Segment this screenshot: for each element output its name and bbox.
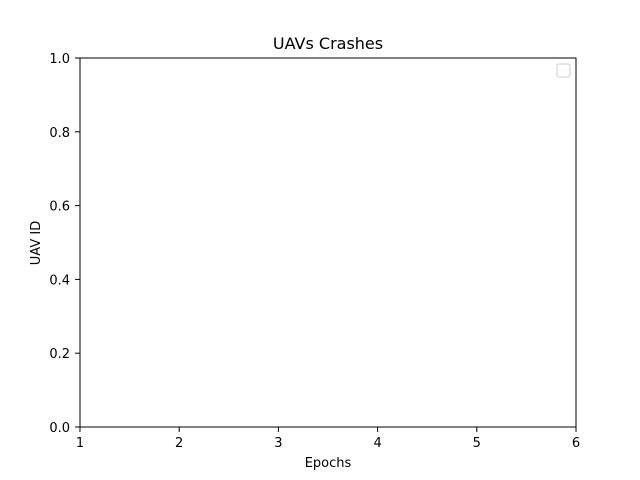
y-tick-label: 0.0	[49, 421, 70, 436]
y-axis-label: UAV ID	[29, 221, 44, 265]
y-tick-label: 0.8	[49, 126, 70, 141]
x-axis-label: Epochs	[305, 456, 352, 471]
y-axis-ticks: 0.0 0.2 0.4 0.6 0.8 1.0	[49, 52, 80, 436]
x-tick-label: 1	[76, 436, 84, 451]
x-tick-label: 4	[373, 436, 381, 451]
y-tick-label: 0.4	[49, 273, 70, 288]
plot-area-frame	[79, 57, 577, 428]
chart-title: UAVs Crashes	[273, 34, 383, 53]
y-tick-label: 0.6	[49, 200, 70, 215]
x-tick-label: 5	[473, 436, 481, 451]
x-axis-ticks: 1 2 3 4 5 6	[76, 427, 580, 451]
y-tick-label: 1.0	[49, 52, 70, 67]
x-tick-label: 3	[274, 436, 282, 451]
legend-box	[556, 63, 571, 78]
x-tick-label: 6	[572, 436, 580, 451]
y-tick-label: 0.2	[49, 347, 70, 362]
x-tick-label: 2	[175, 436, 183, 451]
